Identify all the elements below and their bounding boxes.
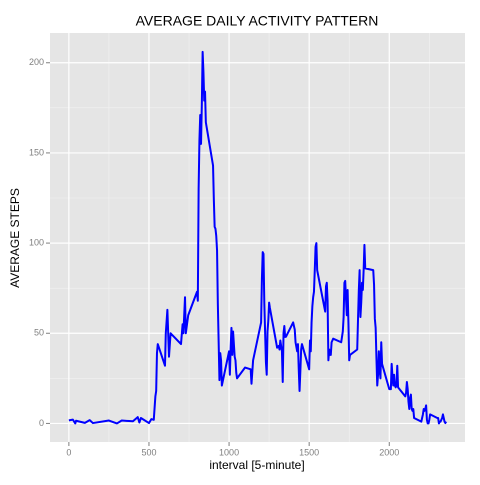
panel — [50, 33, 465, 442]
y-tick-label: 100 — [29, 237, 44, 247]
data-line — [68, 50, 448, 425]
y-tick-label: 150 — [29, 147, 44, 157]
chart-title: AVERAGE DAILY ACTIVITY PATTERN — [136, 13, 379, 29]
x-tick-label: 500 — [141, 447, 156, 457]
y-tick-label: 50 — [34, 328, 44, 338]
y-tick-label: 0 — [39, 418, 44, 428]
x-tick-label: 1000 — [219, 447, 239, 457]
x-tick-label: 1500 — [299, 447, 319, 457]
y-tick-label: 200 — [29, 57, 44, 67]
x-axis-label: interval [5-minute] — [209, 458, 304, 472]
y-axis-label: AVERAGE STEPS — [8, 188, 22, 288]
x-tick-label: 0 — [66, 447, 71, 457]
x-tick-label: 2000 — [379, 447, 399, 457]
